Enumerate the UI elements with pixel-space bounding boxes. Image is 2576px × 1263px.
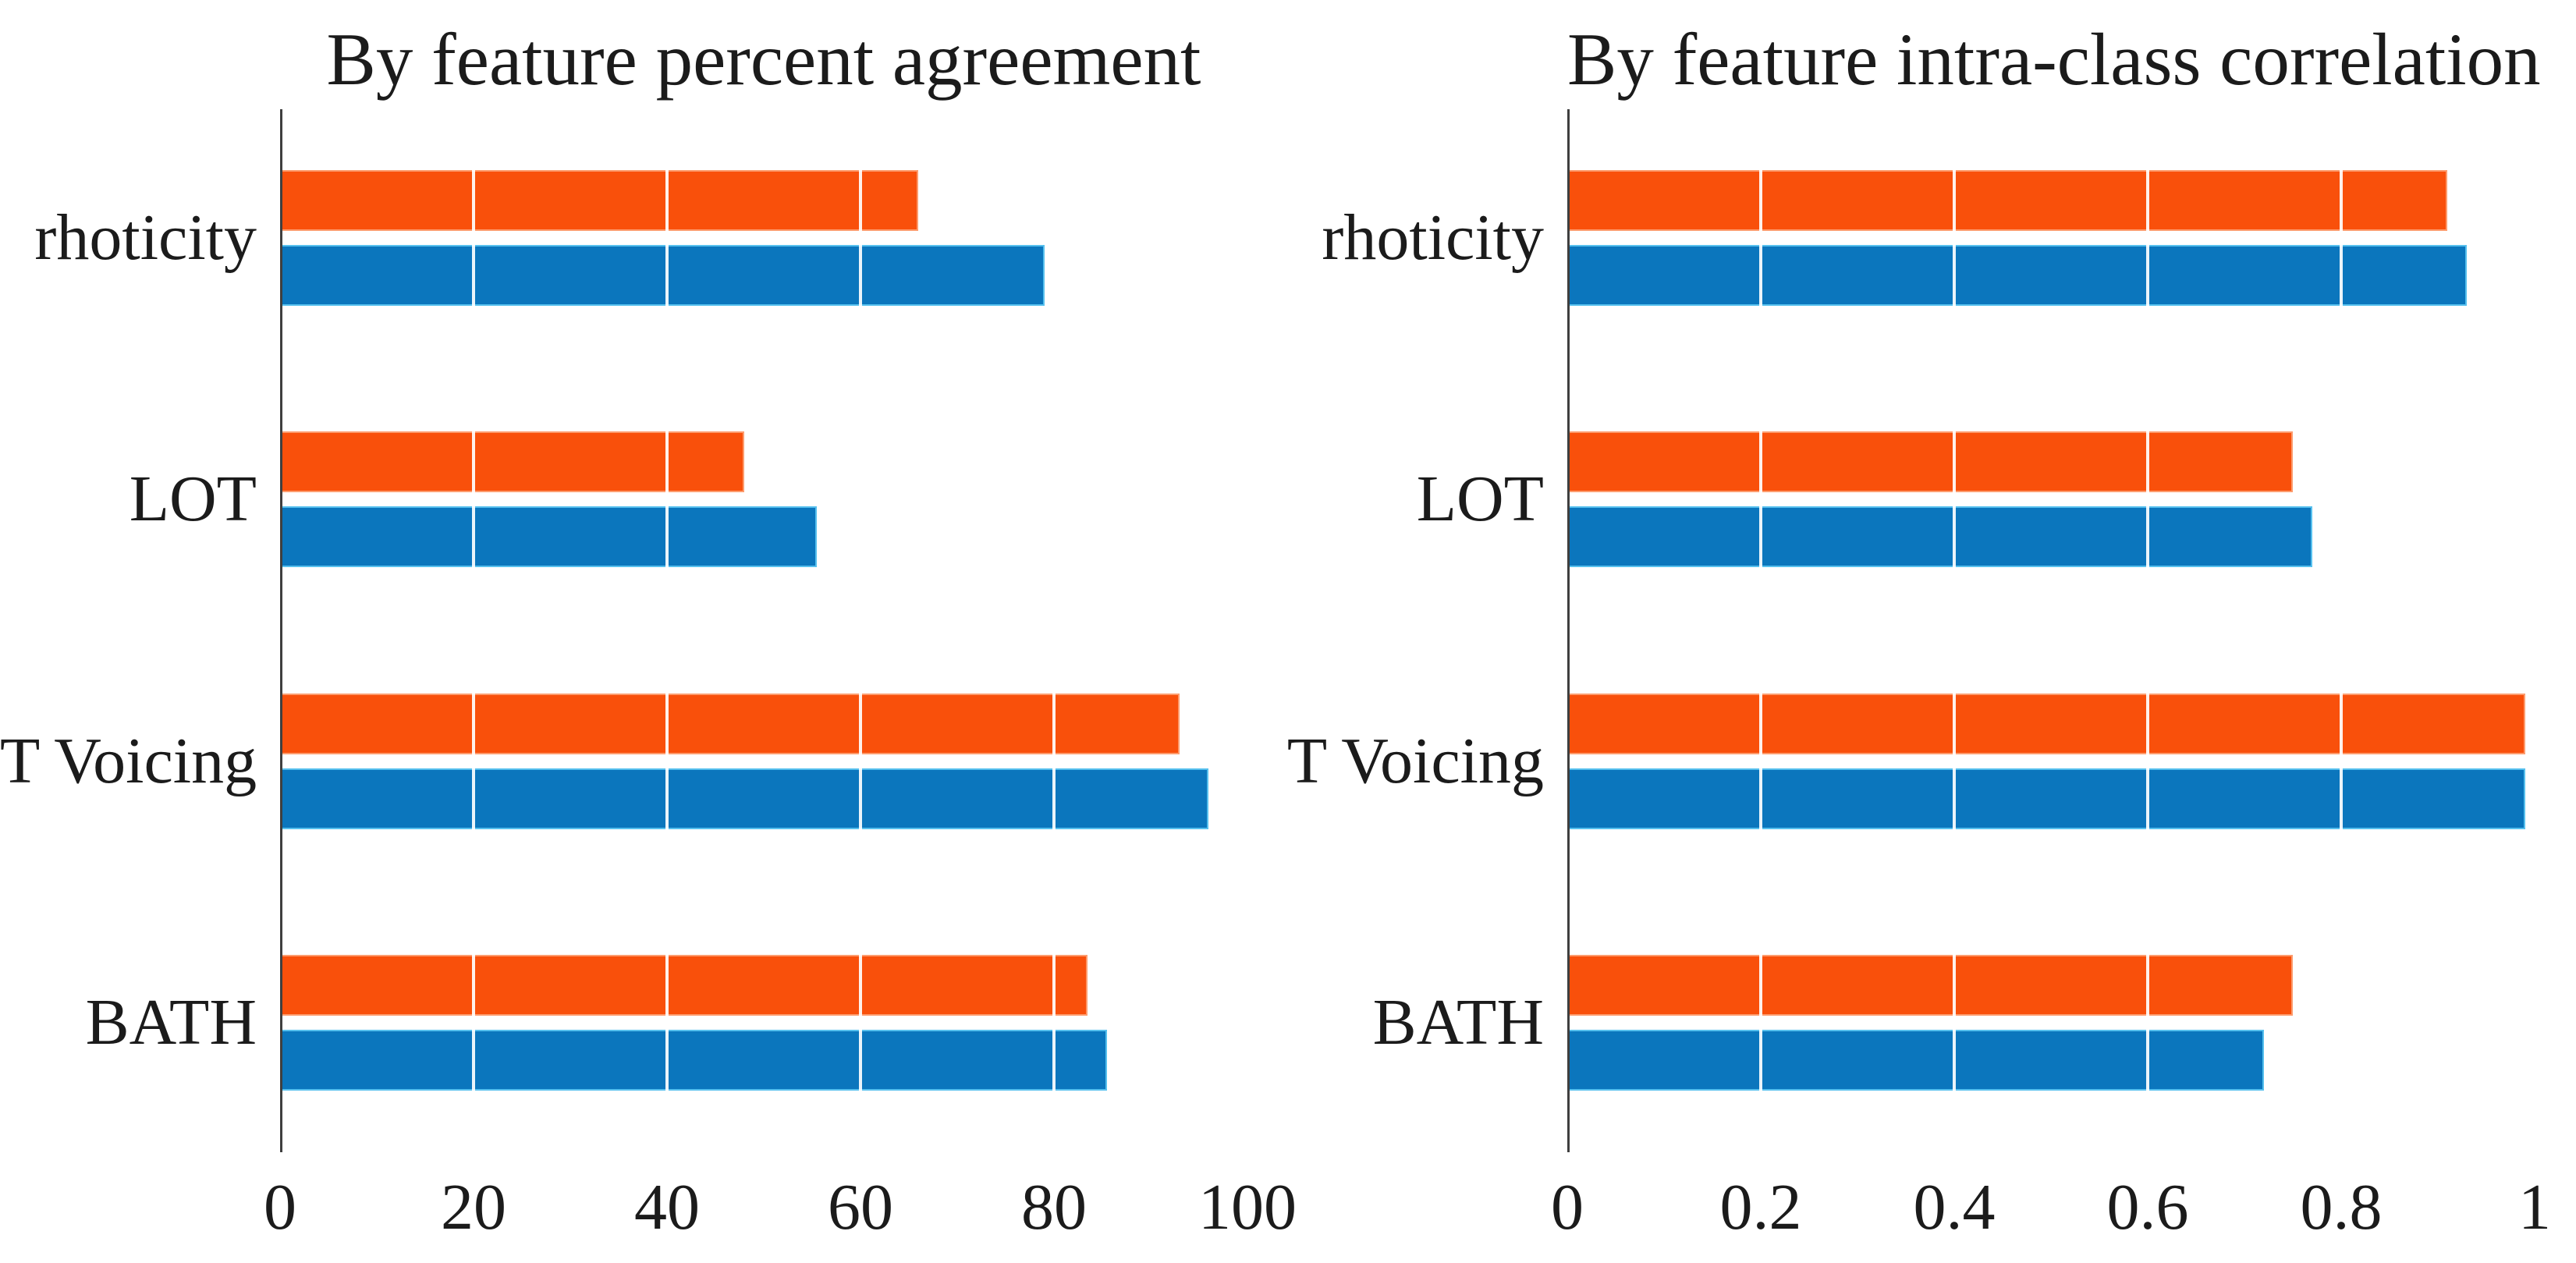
gridline <box>2146 109 2149 1127</box>
y-axis-line <box>280 109 282 1152</box>
gridline <box>1052 109 1056 1127</box>
x-tick-label: 0.6 <box>2106 1171 2189 1243</box>
bar-blue-bottom-bar <box>280 244 1045 306</box>
x-tick-label: 0.2 <box>1719 1171 1802 1243</box>
bar-orange-top-bar <box>280 693 1180 754</box>
bar-orange-top-bar <box>1567 169 2448 231</box>
bar-blue-bottom-bar <box>1567 506 2312 567</box>
gridline <box>2533 109 2536 1127</box>
category-label: rhoticity <box>34 200 257 274</box>
category-label: T Voicing <box>0 724 257 797</box>
bar-blue-bottom-bar <box>280 1030 1108 1091</box>
x-tick-label: 0 <box>264 1171 296 1243</box>
x-tick-label: 1 <box>2518 1171 2551 1243</box>
x-tick-label: 60 <box>828 1171 893 1243</box>
bar-orange-top-bar <box>280 955 1088 1016</box>
category-label: LOT <box>1416 463 1544 535</box>
x-tick-label: 20 <box>441 1171 506 1243</box>
x-tick-label: 0 <box>1551 1171 1584 1243</box>
x-tick-label: 0.4 <box>1913 1171 1996 1243</box>
bar-blue-bottom-bar <box>1567 768 2525 829</box>
x-tick-label: 0.8 <box>2300 1171 2383 1243</box>
category-label: BATH <box>85 986 257 1059</box>
gridline <box>472 109 475 1127</box>
gridline <box>1759 109 1762 1127</box>
y-axis-line <box>1567 109 1570 1152</box>
gridline <box>1246 109 1249 1127</box>
bar-orange-top-bar <box>280 169 919 231</box>
gridline <box>665 109 669 1127</box>
category-label: T Voicing <box>1286 724 1544 797</box>
x-tick-label: 80 <box>1021 1171 1087 1243</box>
bar-orange-top-bar <box>1567 431 2293 492</box>
right-panel-title: By feature intra-class correlation <box>1567 18 2541 101</box>
bar-blue-bottom-bar <box>1567 244 2468 306</box>
gridline <box>2340 109 2343 1127</box>
category-label: rhoticity <box>1322 200 1544 274</box>
category-label: BATH <box>1372 986 1544 1059</box>
bar-blue-bottom-bar <box>1567 1030 2264 1091</box>
category-label: LOT <box>129 463 257 535</box>
x-tick-label: 100 <box>1198 1171 1297 1243</box>
bar-blue-bottom-bar <box>280 506 818 567</box>
left-panel-title: By feature percent agreement <box>326 18 1201 101</box>
gridline <box>859 109 862 1127</box>
x-tick-label: 40 <box>634 1171 700 1243</box>
bar-orange-top-bar <box>1567 955 2293 1016</box>
gridline <box>1953 109 1956 1127</box>
bar-orange-top-bar <box>1567 693 2525 754</box>
